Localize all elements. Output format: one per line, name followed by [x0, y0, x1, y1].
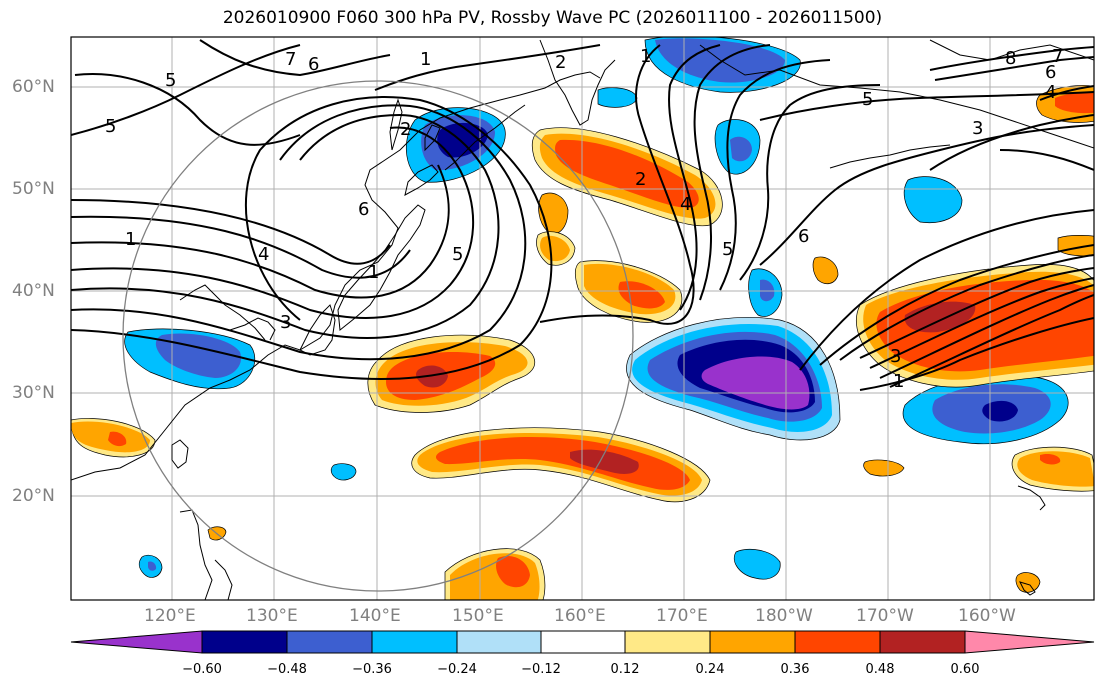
colorbar-under-arrow	[70, 630, 203, 654]
lon-label-160e: 160°E	[554, 606, 606, 626]
contour-label: 7	[285, 49, 296, 70]
lon-label-160w: 160°W	[958, 606, 1016, 626]
contour-label: 2	[400, 119, 411, 140]
colorbar-tick: −0.12	[521, 662, 561, 677]
contour-label: 4	[258, 244, 269, 265]
colorbar-cell	[624, 630, 711, 654]
contour-labels: 5 5 1 7 6 1 2 6 4 1 3 5 2 1 2 4 5 6 5 3 …	[105, 46, 1063, 392]
colorbar-cell	[286, 630, 373, 654]
colorbar-tick: −0.60	[182, 662, 222, 677]
contour-label: 2	[635, 169, 646, 190]
lon-label-170w: 170°W	[856, 606, 914, 626]
lon-label-130e: 130°E	[246, 606, 298, 626]
colorbar-tick: −0.36	[352, 662, 392, 677]
colorbar-cell	[879, 630, 966, 654]
colorbar-tick: 0.24	[695, 662, 725, 677]
contour-label: 6	[798, 226, 809, 247]
pv-contours	[71, 39, 1094, 391]
pv-anomaly-shading	[71, 37, 1094, 600]
lat-label-50n: 50°N	[12, 179, 55, 199]
contour-label: 5	[105, 116, 116, 137]
contour-label: 6	[1045, 62, 1056, 83]
colorbar	[70, 630, 1095, 654]
contour-label: 3	[972, 118, 983, 139]
colorbar-cell	[709, 630, 796, 654]
lat-label-40n: 40°N	[12, 281, 55, 301]
contour-label: 1	[368, 262, 379, 283]
contour-label: 5	[452, 244, 463, 265]
colorbar-tick: 0.60	[950, 662, 980, 677]
lat-label-60n: 60°N	[12, 77, 55, 97]
contour-label: 1	[640, 46, 651, 67]
map-frame	[70, 36, 1095, 601]
colorbar-cell	[456, 630, 542, 654]
contour-label: 1	[420, 49, 431, 70]
contour-label: 3	[280, 312, 291, 333]
colorbar-cell	[371, 630, 458, 654]
contour-label: 6	[308, 54, 319, 75]
contour-label: 7	[1052, 46, 1063, 67]
lat-label-20n: 20°N	[12, 486, 55, 506]
colorbar-cell	[201, 630, 288, 654]
contour-label: 4	[1045, 82, 1056, 103]
lon-label-180w: 180°W	[755, 606, 813, 626]
contour-label: 1	[125, 229, 136, 250]
colorbar-tick: 0.48	[865, 662, 895, 677]
contour-label: 2	[555, 52, 566, 73]
rossby-wave-circle	[122, 80, 634, 592]
colorbar-over-arrow	[964, 630, 1095, 654]
lon-label-120e: 120°E	[144, 606, 196, 626]
lon-label-140e: 140°E	[349, 606, 401, 626]
contour-label: 8	[1005, 48, 1016, 69]
colorbar-tick: 0.12	[610, 662, 640, 677]
lat-label-30n: 30°N	[12, 383, 55, 403]
colorbar-cell	[794, 630, 881, 654]
map-title: 2026010900 F060 300 hPa PV, Rossby Wave …	[222, 8, 883, 28]
colorbar-tick: −0.48	[267, 662, 307, 677]
colorbar-tick: 0.36	[780, 662, 810, 677]
colorbar-cell	[540, 630, 626, 654]
lon-label-150e: 150°E	[452, 606, 504, 626]
lon-label-170e: 170°E	[656, 606, 708, 626]
contour-label: 5	[862, 89, 873, 110]
contour-label: 3	[890, 346, 901, 367]
contour-label: 6	[358, 199, 369, 220]
colorbar-tick: −0.24	[437, 662, 477, 677]
contour-label: 5	[722, 239, 733, 260]
contour-label: 5	[165, 70, 176, 91]
contour-label: 1	[893, 371, 904, 392]
contour-label: 4	[680, 194, 691, 215]
